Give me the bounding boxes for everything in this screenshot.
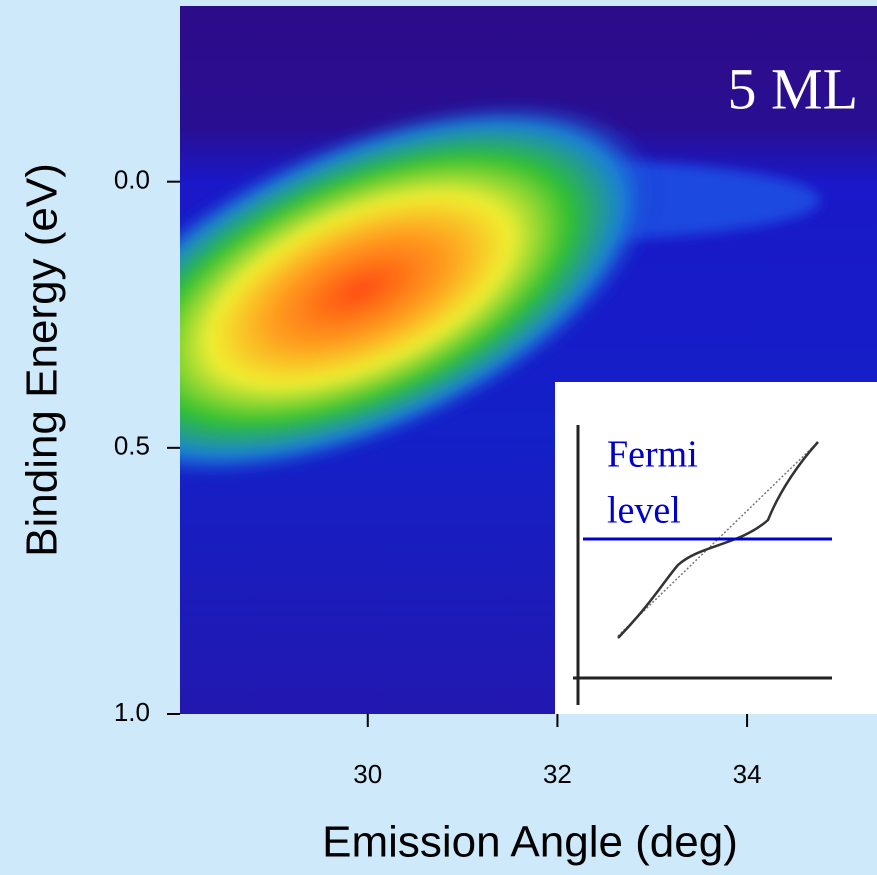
x-tick-label: 34 xyxy=(733,759,762,789)
y-tick-label: 1.0 xyxy=(114,697,150,727)
inset-label: Fermi xyxy=(607,434,698,476)
y-tick-label: 0.5 xyxy=(114,431,150,461)
annotation: 5 ML xyxy=(728,56,859,121)
y-tick-label: 0.0 xyxy=(114,165,150,195)
intensity-map xyxy=(180,6,877,714)
inset: Fermi level xyxy=(555,382,877,714)
inset-label: level xyxy=(607,490,681,532)
y-axis-label: Binding Energy (eV) xyxy=(18,163,67,557)
x-axis-label: Emission Angle (deg) xyxy=(322,818,738,867)
x-tick-label: 30 xyxy=(353,759,382,789)
x-tick-label: 32 xyxy=(543,759,572,789)
